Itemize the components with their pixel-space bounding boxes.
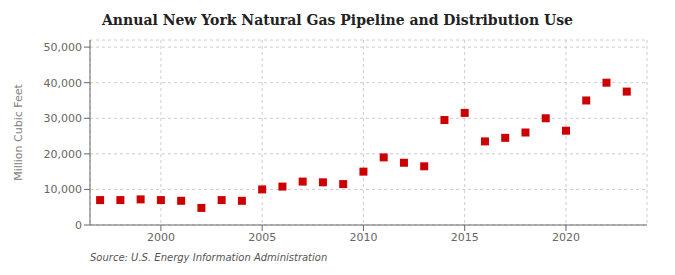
svg-text:10,000: 10,000: [44, 183, 83, 196]
svg-text:40,000: 40,000: [44, 77, 83, 90]
svg-text:0: 0: [75, 219, 82, 232]
svg-text:Million Cubic Feet: Million Cubic Feet: [12, 83, 25, 180]
svg-text:2015: 2015: [451, 231, 479, 244]
svg-text:20,000: 20,000: [44, 148, 83, 161]
svg-text:2020: 2020: [552, 231, 580, 244]
svg-text:30,000: 30,000: [44, 112, 83, 125]
svg-text:50,000: 50,000: [44, 41, 83, 54]
svg-text:2005: 2005: [248, 231, 276, 244]
html-text:Annual New York Natural Gas Pi: Annual New York Natural Gas Pipeline and…: [102, 12, 573, 28]
html-text:Source: U.S. Energy Informatio: Source: U.S. Energy Information Administ…: [90, 252, 328, 263]
svg-text:2000: 2000: [147, 231, 175, 244]
svg-text:2010: 2010: [349, 231, 377, 244]
